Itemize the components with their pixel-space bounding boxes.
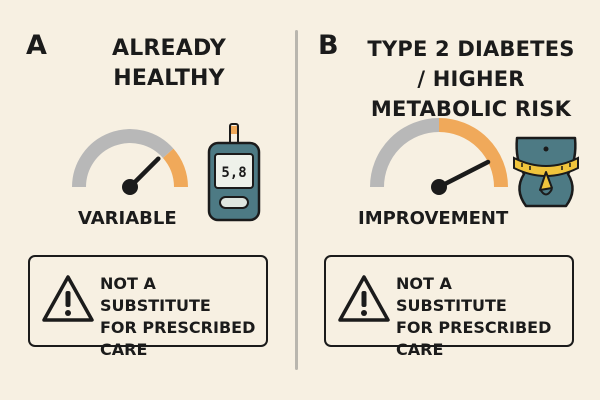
gauge-hub [122,179,138,195]
title-line: ALREADY [111,36,227,61]
warning-triangle-icon [42,275,94,322]
warning-text: NOT A SUBSTITUTE FOR PRESCRIBED CARE [100,273,265,361]
warning-line: CARE [100,340,148,359]
panel-letter: A [26,30,47,61]
warning-line: NOT A SUBSTITUTE [100,274,211,315]
speedometer-gauge-icon: 5,8 [72,123,261,222]
glucose-meter-icon: 5,8 [207,123,261,222]
warning-triangle-icon [338,275,390,322]
panel-title: TYPE 2 DIABETES / HIGHER METABOLIC RISK [340,34,600,124]
gauge-label: IMPROVEMENT [358,208,509,229]
gauge-arc-orange [438,118,508,188]
panel-letter: B [318,30,339,61]
title-line: TYPE 2 DIABETES [367,37,575,61]
warning-line: NOT A SUBSTITUTE [396,274,507,315]
speedometer-gauge-icon [370,118,579,208]
warning-box: NOT A SUBSTITUTE FOR PRESCRIBED CARE [324,255,574,359]
panel-divider [295,30,298,370]
waist-measuring-tape-icon [513,136,579,208]
gauge-arc-orange [162,148,188,188]
title-line: HEALTHY [113,66,225,91]
gauge-label: VARIABLE [78,208,177,229]
title-line: / HIGHER [417,67,525,91]
title-line: METABOLIC RISK [370,97,572,121]
gauge-needle [436,159,491,190]
panel-title: ALREADY HEALTHY [74,34,264,94]
warning-box: NOT A SUBSTITUTE FOR PRESCRIBED CARE [28,255,268,359]
warning-line: CARE [396,340,444,359]
gauge-hub [431,179,447,195]
warning-line: FOR PRESCRIBED [396,318,552,337]
warning-line: FOR PRESCRIBED [100,318,256,337]
warning-text: NOT A SUBSTITUTE FOR PRESCRIBED CARE [396,273,561,361]
gauge-arc-gray [370,118,440,188]
panel-type2-diabetes: B TYPE 2 DIABETES / HIGHER METABOLIC RIS… [300,0,600,400]
meter-reading: 5,8 [221,165,246,181]
gauge-arc-gray [72,129,174,188]
panel-already-healthy: A ALREADY HEALTHY 5,8 VARIABLE NOT A SUB… [26,30,268,359]
